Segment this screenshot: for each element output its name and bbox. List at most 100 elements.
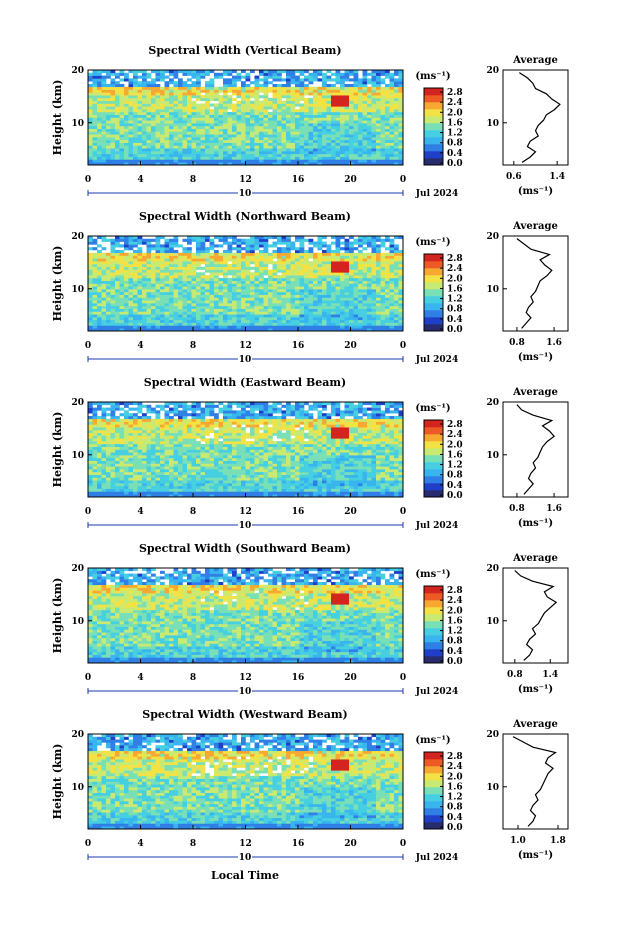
heatmap-cell (142, 159, 147, 163)
heatmap-cell (367, 328, 372, 332)
heatmap-cell (331, 89, 336, 93)
heatmap-cell (137, 148, 143, 152)
heatmap-cell (169, 128, 174, 132)
heatmap-cell (209, 322, 215, 326)
heatmap-cell (115, 103, 120, 107)
heatmap-cell (200, 139, 206, 143)
heatmap-cell (380, 258, 386, 262)
heatmap-cell (335, 236, 341, 240)
avg-x-tick-label: 1.6 (546, 338, 562, 348)
heatmap-cell (299, 275, 305, 279)
heatmap-cell (268, 142, 273, 146)
heatmap-cell (151, 305, 156, 309)
heatmap-cell (398, 269, 404, 273)
heatmap-cell (380, 148, 386, 152)
heatmap-cell (146, 156, 152, 160)
heatmap-cell (254, 103, 260, 107)
heatmap-cell (349, 159, 354, 163)
heatmap-cell (209, 103, 215, 107)
heatmap-cell (106, 272, 111, 276)
heatmap-cell (326, 275, 332, 279)
heatmap-cell (398, 114, 404, 118)
heatmap-cell (259, 134, 264, 138)
heatmap-cell (254, 109, 260, 113)
heatmap-cell (110, 325, 116, 329)
heatmap-cell (92, 134, 98, 138)
heatmap-cell (358, 159, 363, 163)
heatmap-cell (133, 407, 138, 411)
heatmap-cell (326, 109, 332, 113)
heatmap-cell (205, 305, 210, 309)
heatmap-cell (362, 277, 368, 281)
heatmap-cell (223, 277, 228, 281)
heatmap-cell (272, 272, 278, 276)
heatmap-cell (295, 322, 300, 326)
heatmap-cell (308, 81, 314, 85)
heatmap-cell (326, 277, 332, 281)
heatmap-cell (304, 131, 309, 135)
heatmap-cell (245, 111, 251, 115)
heatmap-cell (106, 156, 111, 160)
heatmap-cell (205, 100, 210, 104)
heatmap-cell (398, 139, 404, 143)
heatmap-cell (182, 142, 188, 146)
heatmap-cell (196, 111, 201, 115)
heatmap-cell (277, 159, 282, 163)
heatmap-cell (110, 134, 116, 138)
heatmap-cell (133, 236, 138, 240)
heatmap-cell (286, 280, 291, 284)
heatmap-cell (160, 125, 165, 129)
heatmap-cell (142, 317, 147, 321)
heatmap-cell (106, 421, 111, 425)
heatmap-cell (299, 328, 305, 332)
heatmap-cell (259, 275, 264, 279)
heatmap-cell (268, 159, 273, 163)
heatmap-cell (380, 137, 386, 141)
heatmap-cell (106, 438, 111, 442)
heatmap-cell (358, 280, 363, 284)
heatmap-cell (191, 272, 197, 276)
heatmap-cell (110, 252, 116, 256)
heatmap-cell (173, 297, 179, 301)
heatmap-cell (290, 261, 296, 265)
heatmap-cell (236, 266, 242, 270)
heatmap-cell (97, 145, 102, 149)
heatmap-cell (376, 289, 381, 293)
heatmap-cell (317, 305, 323, 309)
heatmap-cell (331, 291, 336, 295)
heatmap-cell (196, 97, 201, 102)
heatmap-cell (142, 156, 147, 160)
heatmap-cell (385, 75, 390, 79)
heatmap-cell (272, 128, 278, 132)
heatmap-cell (232, 317, 237, 321)
heatmap-cell (398, 311, 404, 315)
heatmap-cell (277, 241, 282, 245)
heatmap-cell (308, 322, 314, 326)
heatmap-cell (277, 148, 282, 152)
heatmap-cell (349, 114, 354, 118)
heatmap-cell (308, 300, 314, 304)
heatmap-cell (236, 95, 242, 99)
heatmap-cell (110, 305, 116, 309)
heatmap-cell (304, 252, 309, 256)
heatmap-cell (200, 249, 206, 254)
heatmap-cell (97, 134, 102, 138)
heatmap-cell (97, 128, 102, 132)
heatmap-cell (106, 289, 111, 293)
heatmap-cell (133, 78, 138, 82)
heatmap-cell (182, 131, 188, 135)
heatmap-cell (133, 100, 138, 104)
heatmap-cell (164, 263, 170, 268)
heatmap-cell (254, 322, 260, 326)
heatmap-cell (358, 263, 363, 268)
heatmap-cell (232, 261, 237, 265)
heatmap-cell (133, 311, 138, 315)
heatmap-cell (308, 120, 314, 124)
heatmap-cell (151, 139, 156, 143)
heatmap-cell (281, 286, 287, 290)
heatmap-cell (394, 72, 399, 76)
heatmap-cell (218, 109, 224, 113)
heatmap-cell (326, 289, 332, 293)
heatmap-cell (349, 283, 354, 287)
heatmap-cell (164, 131, 170, 135)
